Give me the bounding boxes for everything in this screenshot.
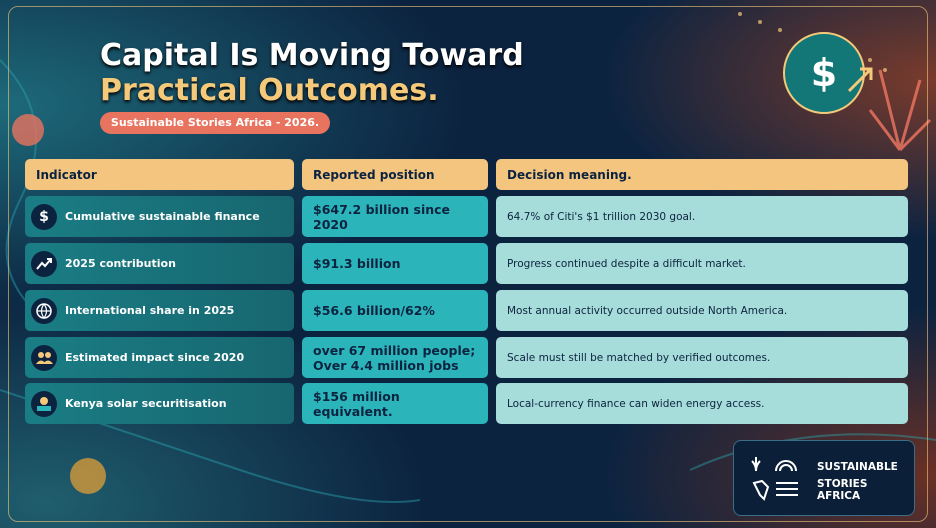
- logo-text: SUSTAINABLE: [817, 461, 898, 473]
- position-cell: $56.6 billion/62%: [302, 290, 488, 331]
- position-text: Over 4.4 million jobs: [313, 357, 459, 373]
- meaning-cell: Most annual activity occurred outside No…: [496, 290, 908, 331]
- position-cell: $91.3 billion: [302, 243, 488, 284]
- indicator-text: Kenya solar securitisation: [65, 397, 227, 410]
- indicator-cell: Estimated impact since 2020: [25, 337, 294, 378]
- indicator-text: Cumulative sustainable finance: [65, 210, 260, 223]
- position-text: $56.6 billion/62%: [313, 303, 435, 318]
- title-line: Practical Outcomes.: [100, 73, 439, 108]
- indicator-cell: 2025 contribution: [25, 243, 294, 284]
- column-header: Indicator: [25, 159, 294, 190]
- title-line: Capital Is Moving Toward: [100, 38, 524, 73]
- position-cell: $647.2 billion since 2020: [302, 196, 488, 237]
- position-cell: $156 million equivalent.: [302, 383, 488, 424]
- hero-icon: $: [783, 32, 865, 114]
- logo: SUSTAINABLE STORIES AFRICA: [733, 440, 915, 516]
- indicator-text: 2025 contribution: [65, 257, 176, 270]
- frame: [8, 6, 928, 522]
- indicator-text: Estimated impact since 2020: [65, 351, 245, 364]
- column-header: Decision meaning.: [496, 159, 908, 190]
- row-icon: $: [31, 203, 57, 230]
- position-text: $647.2 billion since 2020: [313, 201, 451, 232]
- logo-mark: [751, 457, 798, 501]
- indicator-text: International share in 2025: [65, 304, 235, 317]
- position-cell: over 67 million people; Over 4.4 million …: [302, 337, 488, 378]
- row-icon: [31, 390, 57, 417]
- icon: [37, 396, 51, 411]
- icon: [36, 257, 52, 270]
- indicator-cell: Kenya solar securitisation: [25, 383, 294, 424]
- indicator-cell: $ Cumulative sustainable finance: [25, 196, 294, 237]
- column-header: Reported position: [302, 159, 488, 190]
- row-icon: [31, 297, 57, 324]
- row-icon: [31, 250, 57, 277]
- badge: Sustainable Stories Africa - 2026.: [100, 112, 330, 134]
- icon: [36, 351, 53, 364]
- position-text: over 67 million people;: [313, 342, 476, 358]
- meaning-cell: 64.7% of Citi's $1 trillion 2030 goal.: [496, 196, 908, 237]
- meaning-cell: Scale must still be matched by verified …: [496, 337, 908, 378]
- meaning-cell: Progress continued despite a difficult m…: [496, 243, 908, 284]
- position-text: $91.3 billion: [313, 256, 401, 271]
- meaning-cell: Local-currency finance can widen energy …: [496, 383, 908, 424]
- indicator-cell: International share in 2025: [25, 290, 294, 331]
- hero-arrow: [847, 67, 873, 93]
- logo-text: STORIES AFRICA: [817, 478, 868, 502]
- position-text: $156 million equivalent.: [313, 388, 400, 419]
- row-icon: [31, 344, 57, 371]
- icon: [36, 302, 52, 319]
